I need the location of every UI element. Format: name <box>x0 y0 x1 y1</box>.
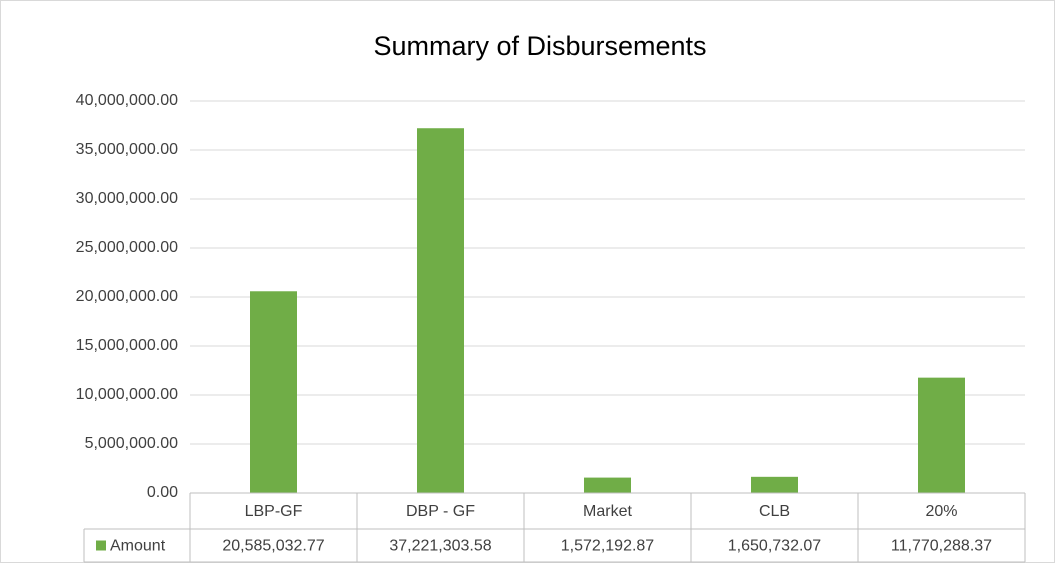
chart-title: Summary of Disbursements <box>373 31 706 61</box>
legend-label: Amount <box>110 538 166 555</box>
bar <box>417 128 464 493</box>
table-value: 20,585,032.77 <box>222 538 324 555</box>
y-tick-label: 20,000,000.00 <box>76 288 178 305</box>
x-tick-label: CLB <box>759 503 790 520</box>
y-tick-label: 5,000,000.00 <box>85 435 179 452</box>
bar <box>751 476 798 493</box>
x-tick-label: 20% <box>925 503 957 520</box>
bar <box>584 477 631 493</box>
y-tick-label: 15,000,000.00 <box>76 337 178 354</box>
x-tick-label: DBP - GF <box>406 503 475 520</box>
y-tick-label: 0.00 <box>147 484 178 501</box>
y-tick-label: 40,000,000.00 <box>76 92 178 109</box>
bar <box>250 291 297 493</box>
x-tick-label: Market <box>583 503 632 520</box>
y-tick-label: 10,000,000.00 <box>76 386 178 403</box>
bar <box>918 377 965 493</box>
legend-key <box>96 540 106 551</box>
table-value: 1,572,192.87 <box>561 538 655 555</box>
table-value: 11,770,288.37 <box>891 538 992 555</box>
x-tick-label: LBP-GF <box>245 503 303 520</box>
table-value: 37,221,303.58 <box>389 538 491 555</box>
y-tick-label: 35,000,000.00 <box>76 141 178 158</box>
y-tick-label: 25,000,000.00 <box>76 239 178 256</box>
table-value: 1,650,732.07 <box>728 538 822 555</box>
y-tick-label: 30,000,000.00 <box>76 190 178 207</box>
